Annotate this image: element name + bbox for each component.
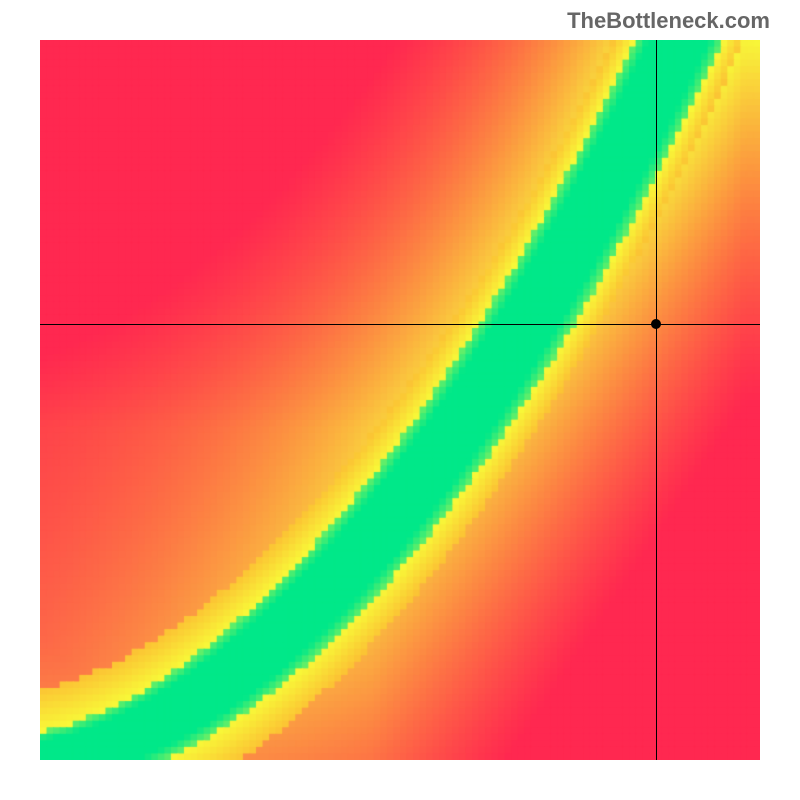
heatmap-canvas xyxy=(40,40,760,760)
watermark-text: TheBottleneck.com xyxy=(567,8,770,34)
heatmap-chart xyxy=(40,40,760,760)
marker-dot xyxy=(651,319,661,329)
crosshair-vertical xyxy=(656,40,657,760)
